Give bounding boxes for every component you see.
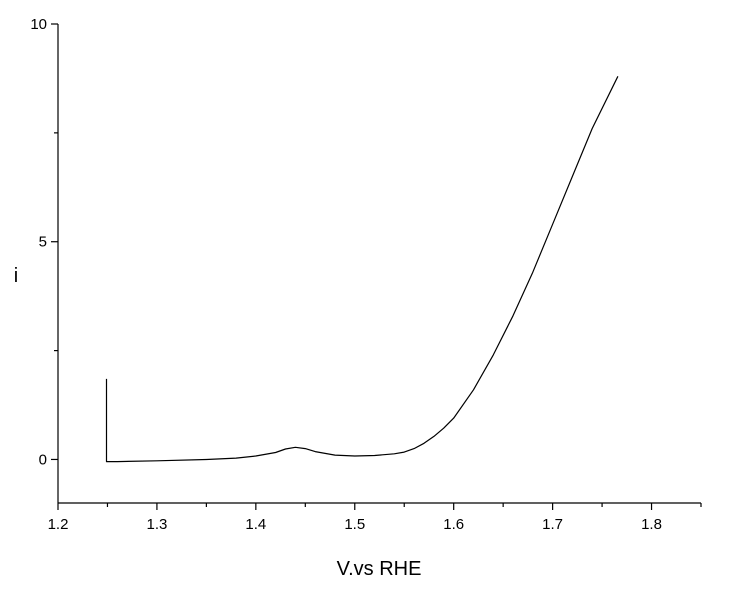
x-tick-label: 1.5 (344, 516, 365, 533)
y-tick-label: 5 (39, 234, 47, 251)
y-axis-label: i (14, 265, 18, 287)
x-tick-label: 1.3 (146, 516, 167, 533)
axes (57, 24, 701, 504)
ticks (51, 23, 702, 510)
x-tick-label: 1.6 (443, 516, 464, 533)
tick-labels: 1.2 1.3 1.4 1.5 1.6 1.7 1.8 0 5 10 (30, 16, 662, 533)
x-tick-label: 1.2 (48, 516, 69, 533)
series-group (105, 76, 619, 463)
x-tick-label: 1.4 (245, 516, 266, 533)
x-tick-label: 1.7 (542, 516, 563, 533)
y-tick-label: 10 (30, 16, 47, 33)
y-tick-label: 0 (39, 451, 47, 468)
x-tick-label: 1.8 (641, 516, 662, 533)
series-line (105, 76, 619, 463)
x-axis-label: V.vs RHE (337, 558, 422, 580)
